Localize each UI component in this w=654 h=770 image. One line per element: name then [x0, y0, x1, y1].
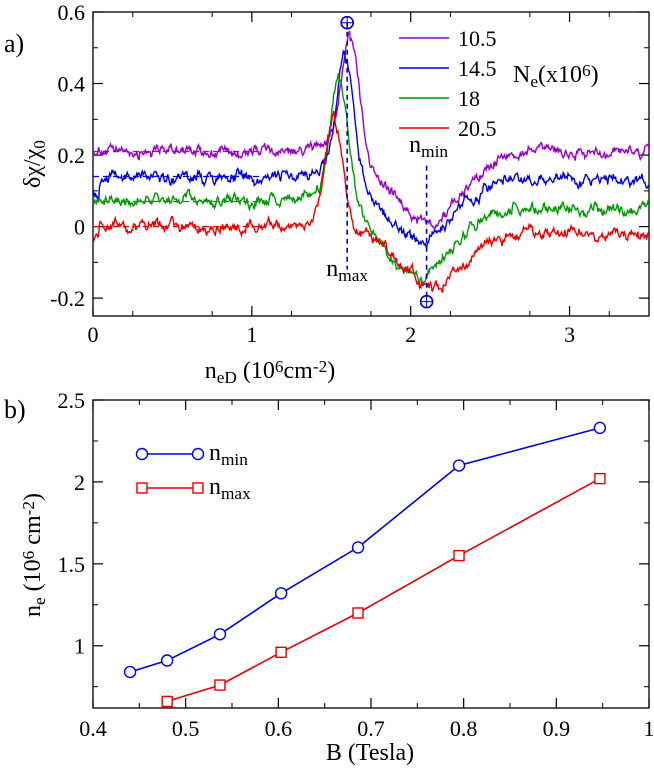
- x-axis-label: B (Tesla): [326, 740, 414, 766]
- point-min: [274, 587, 288, 600]
- y-tick-label: 0.2: [58, 143, 86, 168]
- y-axis-label-part: -2: [19, 501, 38, 515]
- point-min: [123, 665, 137, 679]
- x-axis-label: neD (106cm-2): [205, 357, 336, 387]
- legend-title-part: (x10: [538, 62, 582, 88]
- y-tick-label: 0.6: [58, 0, 86, 25]
- legend-label-14.5: 14.5: [458, 56, 497, 81]
- panel-a-frame: [92, 11, 650, 317]
- y-axis-label-part: (10: [20, 559, 46, 597]
- nmin-annotation-part: n: [409, 132, 421, 158]
- legend-label-min-part: n: [209, 440, 221, 466]
- nmax-annotation-part: max: [338, 266, 368, 285]
- y-tick-label: 2: [74, 470, 85, 495]
- legend-label-10.5: 10.5: [458, 26, 497, 51]
- panel-label-b: b): [4, 395, 26, 424]
- legend-label-min-part: min: [221, 450, 248, 469]
- legend-label-min: nmin: [209, 440, 248, 469]
- x-tick-label: 0: [88, 322, 99, 347]
- y-tick-label: -0.2: [50, 286, 85, 311]
- y-axis-label-part: e: [30, 597, 49, 605]
- panel-label-a: a): [4, 29, 24, 58]
- legend-title-part: 6: [582, 61, 591, 80]
- legend-marker-min: [135, 447, 149, 461]
- y-axis-label: ne (106 cm-2): [19, 493, 49, 617]
- y-axis-label-part: ): [20, 493, 46, 501]
- point-min: [213, 628, 227, 641]
- legend-marker-max: [192, 482, 204, 494]
- legend-marker-max: [136, 482, 148, 494]
- legend-title-part: N: [513, 62, 530, 88]
- x-tick-label: 1: [246, 322, 257, 347]
- point-max: [161, 695, 173, 708]
- y-axis-label-part: cm: [20, 515, 46, 551]
- nmin-annotation-part: min: [421, 142, 448, 161]
- series-curve-18: [93, 73, 649, 287]
- y-axis-label: δχ/χ0: [20, 140, 49, 188]
- legend-title: Ne(x106): [513, 61, 599, 91]
- legend-label-18: 18: [458, 86, 480, 111]
- nmax-annotation: nmax: [326, 256, 368, 285]
- point-max: [214, 679, 226, 691]
- legend-a: 10.5 14.5 18 20.5 Ne(x106): [399, 26, 599, 141]
- legend-marker-min: [191, 447, 205, 461]
- x-axis-label-part: cm: [284, 358, 314, 384]
- x-tick-label: 0.9: [543, 716, 571, 741]
- point-min: [160, 654, 174, 667]
- series-line-max: [166, 477, 601, 703]
- curves-a: [93, 30, 649, 293]
- x-tick-label: 0.5: [172, 716, 200, 741]
- y-tick-label: 2.5: [58, 388, 86, 413]
- point-min: [593, 421, 607, 435]
- legend-label-max: nmax: [209, 474, 251, 503]
- nmax-annotation-part: n: [326, 256, 338, 282]
- point-min: [351, 541, 365, 554]
- x-axis-label-part: (10: [237, 358, 275, 384]
- x-axis-label-part: -2: [313, 357, 327, 376]
- x-tick-label: 2: [405, 322, 416, 347]
- point-min: [452, 459, 466, 472]
- legend-label-max-part: max: [221, 484, 251, 503]
- y-tick-label: 0: [74, 215, 85, 240]
- x-tick-label: 3: [564, 322, 575, 347]
- y-axis-label-part: 0: [30, 140, 49, 149]
- series-line-min: [129, 427, 601, 673]
- point-max: [275, 646, 287, 658]
- panel-b-frame: [92, 399, 650, 709]
- x-tick-label: 1: [644, 716, 654, 741]
- legend-title-part: ): [591, 62, 599, 88]
- panel-b: 0.4 0.5 0.6 0.7 0.8 0.9 111.522.5B (Tesla)ne (…: [4, 388, 654, 766]
- x-tick-label: 0.7: [357, 716, 385, 741]
- legend-label-max-part: n: [209, 474, 221, 500]
- point-max: [453, 549, 465, 562]
- point-max: [352, 607, 364, 619]
- x-tick-label: 0.6: [265, 716, 293, 741]
- x-axis-label-part: ): [327, 358, 335, 384]
- legend-label-20.5: 20.5: [458, 116, 497, 141]
- y-tick-label: 1.5: [58, 552, 86, 577]
- y-axis-label-part: n: [20, 605, 46, 617]
- series-curve-10.5: [93, 30, 649, 232]
- x-axis-label-part: 6: [275, 357, 284, 376]
- y-tick-label: 1: [74, 634, 85, 659]
- legend-title-part: e: [530, 72, 538, 91]
- y-tick-label: 0.4: [58, 72, 86, 97]
- y-axis-label-part: 6: [19, 550, 38, 559]
- series-curve-14.5: [93, 49, 649, 249]
- x-tick-label: 0.8: [450, 716, 478, 741]
- x-axis-label-part: n: [205, 358, 217, 384]
- nmin-annotation: nmin: [409, 132, 448, 161]
- x-axis-label-part: eD: [217, 368, 237, 387]
- x-tick-label: 0.4: [79, 716, 107, 741]
- point-max: [594, 472, 606, 485]
- y-axis-label-part: δχ/χ: [20, 148, 46, 188]
